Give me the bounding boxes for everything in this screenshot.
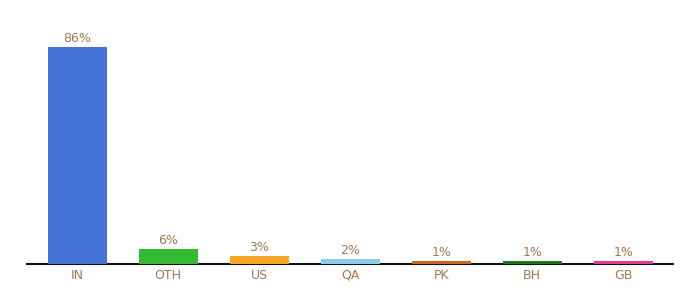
Text: 86%: 86% <box>63 32 91 45</box>
Bar <box>503 262 562 264</box>
Bar <box>594 262 653 264</box>
Text: 2%: 2% <box>340 244 360 257</box>
Text: 1%: 1% <box>431 247 451 260</box>
Text: 1%: 1% <box>613 247 633 260</box>
Text: 6%: 6% <box>158 234 178 247</box>
Bar <box>48 47 107 264</box>
Bar <box>139 249 198 264</box>
Bar <box>321 259 379 264</box>
Bar <box>411 262 471 264</box>
Text: 3%: 3% <box>250 242 269 254</box>
Bar <box>230 256 289 264</box>
Text: 1%: 1% <box>522 247 542 260</box>
